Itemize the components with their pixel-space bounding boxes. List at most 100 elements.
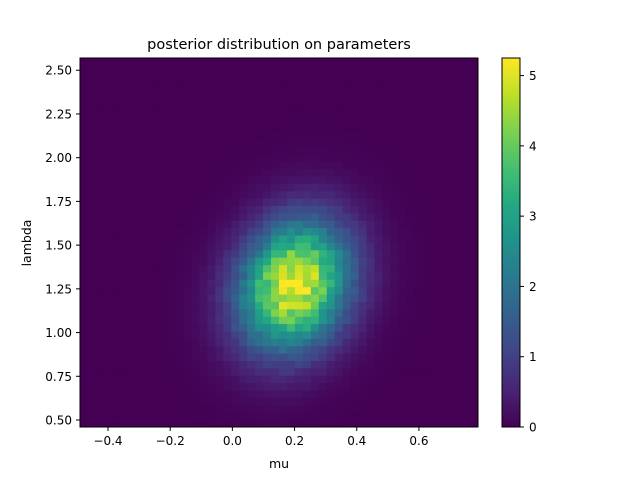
heatmap-cell (111, 102, 121, 111)
heatmap-cell (430, 146, 439, 155)
heatmap-cell (247, 331, 256, 339)
heatmap-cell (175, 316, 184, 325)
heatmap-cell (422, 367, 431, 376)
heatmap-cell (207, 205, 216, 214)
heatmap-cell (398, 198, 407, 206)
heatmap-cell (167, 257, 176, 266)
heatmap-cell (326, 80, 336, 88)
heatmap-cell (310, 161, 320, 170)
heatmap-cell (175, 146, 184, 155)
heatmap-cell (342, 161, 352, 170)
heatmap-cell (231, 87, 240, 96)
heatmap-cell (80, 109, 89, 118)
heatmap-cell (255, 153, 264, 162)
heatmap-cell (294, 323, 304, 332)
heatmap-cell (470, 397, 479, 406)
heatmap-cell (80, 146, 89, 155)
plot-frame (79, 57, 479, 428)
heatmap-cell (366, 382, 375, 391)
heatmap-cell (95, 353, 105, 361)
heatmap-cell (127, 375, 137, 384)
heatmap-cell (358, 272, 367, 280)
heatmap-cell (167, 153, 176, 162)
heatmap-cell (414, 338, 423, 347)
heatmap-cell (159, 345, 168, 354)
heatmap-cell (318, 65, 328, 74)
heatmap-cell (247, 367, 256, 376)
heatmap-cell (95, 294, 105, 302)
heatmap-cell (159, 323, 168, 332)
heatmap-cell (390, 257, 399, 266)
heatmap-cell (191, 316, 200, 325)
heatmap-cell (326, 279, 336, 288)
heatmap-cell (159, 301, 168, 310)
heatmap-cell (191, 168, 200, 177)
heatmap-cell (239, 124, 248, 133)
heatmap-cell (358, 301, 367, 310)
heatmap-cell (80, 183, 89, 192)
heatmap-cell (366, 227, 375, 236)
heatmap-cell (462, 80, 471, 88)
heatmap-cell (294, 205, 304, 214)
heatmap-cell (422, 220, 431, 229)
heatmap-cell (454, 367, 463, 376)
heatmap-cell (231, 360, 240, 369)
heatmap-cell (111, 331, 121, 339)
heatmap-cell (167, 131, 176, 140)
heatmap-cell (422, 183, 431, 192)
heatmap-cell (318, 72, 328, 81)
heatmap-cell (302, 168, 312, 177)
heatmap-cell (143, 242, 153, 251)
heatmap-cell (191, 308, 200, 317)
heatmap-cell (151, 58, 160, 66)
heatmap-cell (247, 419, 256, 428)
heatmap-cell (414, 146, 423, 155)
heatmap-cell (382, 153, 391, 162)
heatmap-cell (87, 279, 97, 288)
heatmap-cell (167, 286, 176, 295)
heatmap-cell (119, 168, 129, 177)
heatmap-cell (286, 198, 296, 206)
heatmap-cell (358, 367, 367, 376)
heatmap-cell (255, 146, 264, 155)
heatmap-cell (326, 419, 336, 428)
heatmap-cell (271, 117, 280, 125)
heatmap-cell (414, 183, 423, 192)
heatmap-cell (223, 404, 232, 413)
heatmap-cell (199, 404, 208, 413)
heatmap-cell (239, 338, 248, 347)
heatmap-cell (151, 131, 160, 140)
heatmap-cell (350, 272, 359, 280)
heatmap-cell (127, 198, 137, 206)
heatmap-cell (470, 65, 479, 74)
heatmap-cell (406, 227, 415, 236)
heatmap-cell (374, 294, 383, 302)
heatmap-cell (87, 412, 97, 421)
heatmap-cell (326, 235, 336, 243)
heatmap-cell (87, 87, 97, 96)
heatmap-cell (159, 212, 168, 221)
heatmap-cell (255, 109, 264, 118)
heatmap-cell (151, 87, 160, 96)
heatmap-cell (103, 72, 113, 81)
heatmap-cell (111, 220, 121, 229)
heatmap-cell (199, 205, 208, 214)
heatmap-cell (95, 367, 105, 376)
heatmap-cell (358, 360, 367, 369)
heatmap-cell (382, 404, 391, 413)
heatmap-cell (263, 286, 272, 295)
heatmap-cell (374, 109, 383, 118)
heatmap-cell (80, 331, 89, 339)
heatmap-cell (326, 294, 336, 302)
heatmap-cell (191, 220, 200, 229)
heatmap-cell (366, 212, 375, 221)
heatmap-cell (103, 109, 113, 118)
heatmap-cell (263, 301, 272, 310)
heatmap-cell (263, 338, 272, 347)
heatmap-cell (167, 390, 176, 398)
heatmap-cell (302, 80, 312, 88)
heatmap-cell (462, 279, 471, 288)
heatmap-cell (255, 419, 264, 428)
heatmap-cell (334, 308, 344, 317)
heatmap-cell (366, 235, 375, 243)
